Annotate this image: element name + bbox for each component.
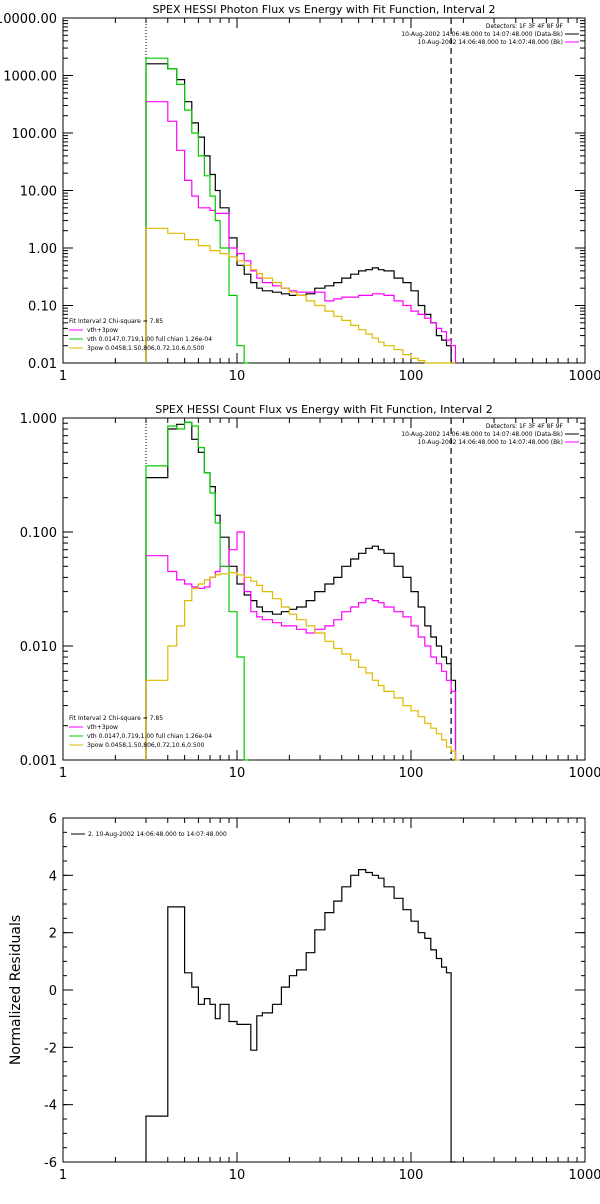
x-tick-label: 10	[229, 1168, 246, 1183]
y-axis-label: Normalized Residuals	[8, 915, 24, 1065]
y-tick-label: 0.010	[20, 640, 57, 655]
x-tick-label: 1000	[568, 369, 600, 384]
legend-bottom-left-text: vth 0.0147,0.719,1.00 full chian 1.26e-0…	[87, 733, 212, 740]
x-tick-label: 1000	[568, 1168, 600, 1183]
series-line	[145, 227, 456, 364]
x-tick-label: 1000	[568, 766, 600, 781]
y-tick-label: 10.00	[20, 185, 57, 200]
x-tick-label: 100	[399, 369, 424, 384]
legend-bottom-left-text: 3pow 0.0458,1.50,806,0.72,10.6,0.500	[87, 742, 205, 749]
series-line	[145, 531, 457, 760]
x-tick-label: 10	[229, 369, 246, 384]
series-line	[145, 57, 249, 364]
plot-frame	[62, 417, 586, 761]
y-tick-label: -4	[44, 1099, 57, 1114]
series-line	[145, 63, 456, 364]
y-tick-label: 1.00	[28, 242, 57, 257]
series-line	[145, 101, 457, 363]
x-tick-label: 100	[399, 766, 424, 781]
legend-bottom-left-text: Fit Interval 2 Chi-square = 7.85	[69, 318, 163, 325]
legend-bottom-left-text: vth 0.0147,0.719,1.00 full chian 1.26e-0…	[87, 336, 212, 343]
x-tick-label: 1	[59, 766, 67, 781]
legend-bottom-left-text: vth+3pow	[87, 327, 118, 334]
legend-top-right-text: 10-Aug-2002 14:06:48.000 to 14:07:48.000…	[401, 31, 563, 38]
y-tick-label: -2	[44, 1041, 57, 1056]
plot-frame	[62, 17, 586, 364]
chart-title: SPEX HESSI Photon Flux vs Energy with Fi…	[152, 3, 495, 16]
y-tick-label: 0.100	[20, 526, 57, 541]
series-line	[145, 869, 456, 1163]
legend-bottom-left-text: Fit Interval 2 Chi-square = 7.85	[69, 715, 163, 722]
series-line	[145, 421, 457, 760]
y-tick-label: 100.00	[12, 127, 58, 142]
chart-title: SPEX HESSI Count Flux vs Energy with Fit…	[155, 403, 492, 416]
x-tick-label: 1	[59, 1168, 67, 1183]
y-tick-label: 2	[49, 927, 57, 942]
x-tick-label: 1	[59, 369, 67, 384]
y-tick-label: 6	[49, 812, 57, 827]
legend-top-right-text: 10-Aug-2002 14:06:48.000 to 14:07:48.000…	[418, 39, 563, 46]
y-tick-label: 1.000	[20, 412, 57, 427]
legend-top-right-text: Detectors: 1F 3F 4F 8F 9F	[486, 423, 564, 430]
legend-text: 2. 10-Aug-2002 14:06:48.000 to 14:07:48.…	[88, 831, 227, 838]
legend-top-right-text: Detectors: 1F 3F 4F 8F 9F	[486, 23, 564, 30]
legend-top-right-text: 10-Aug-2002 14:06:48.000 to 14:07:48.000…	[401, 431, 563, 438]
legend-bottom-left-text: vth+3pow	[87, 724, 118, 731]
y-tick-label: -6	[44, 1156, 57, 1171]
y-tick-label: 0.10	[28, 300, 57, 315]
legend-bottom-left-text: 3pow 0.0458,1.50,806,0.72,10.6,0.500	[87, 345, 205, 352]
x-tick-label: 10	[229, 766, 246, 781]
plot-frame	[62, 817, 586, 1163]
y-tick-label: 4	[49, 869, 57, 884]
series-line	[145, 572, 460, 761]
series-line	[145, 421, 249, 761]
x-tick-label: 100	[399, 1168, 424, 1183]
y-tick-label: 10000.00	[0, 12, 57, 27]
y-tick-label: 0	[49, 984, 57, 999]
y-tick-label: 0.01	[28, 357, 57, 372]
y-tick-label: 1000.00	[3, 70, 57, 85]
y-tick-label: 0.001	[20, 754, 57, 769]
legend-top-right-text: 10-Aug-2002 14:06:48.000 to 14:07:48.000…	[418, 439, 563, 446]
